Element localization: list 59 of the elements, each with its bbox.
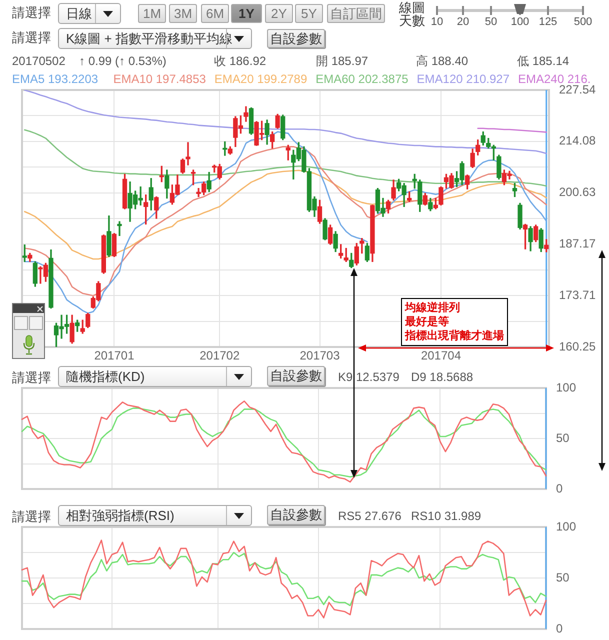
button: 1M xyxy=(138,4,166,23)
text: 開 185.97 xyxy=(316,54,368,68)
text: RS5 27.676 xyxy=(338,509,402,523)
text: 請選擇 xyxy=(12,509,51,525)
x-tick-label: 201703 xyxy=(300,348,340,363)
x-tick-label: 201701 xyxy=(94,348,135,363)
dropdown: 隨機指標(KD) xyxy=(58,366,252,387)
y-tick-label: 50 xyxy=(556,570,570,584)
y-tick-label: 100 xyxy=(556,380,576,394)
text: EMA10 197.4853 xyxy=(113,72,206,86)
annotation: 均線逆排列 xyxy=(405,301,461,315)
button: 2Y xyxy=(265,4,293,23)
text: 高 188.40 xyxy=(416,54,468,68)
button: 1Y xyxy=(231,4,262,23)
text: 低 185.14 xyxy=(517,54,570,68)
button: 自設參數 xyxy=(267,505,325,525)
y-tick-label: 214.08 xyxy=(559,134,596,148)
button: 自訂區間 xyxy=(327,4,385,23)
text: D9 18.5688 xyxy=(411,370,474,384)
text: 線圖天數 xyxy=(399,0,426,28)
annotation: 最好是等 xyxy=(405,315,450,329)
text: 請選擇 xyxy=(12,5,51,21)
chart-title: 相對強弱指標(RSI) xyxy=(66,508,174,524)
text: 100 xyxy=(510,16,530,28)
text: 125 xyxy=(538,16,558,28)
button: 自設參數 xyxy=(267,366,325,386)
text: 20 xyxy=(456,16,470,28)
x-tick-label: 201702 xyxy=(200,348,240,363)
text: K9 12.5379 xyxy=(338,370,400,384)
text: 請選擇 xyxy=(12,370,51,386)
text: 50 xyxy=(484,16,498,28)
dropdown: 日線 xyxy=(58,3,121,24)
button: 5Y xyxy=(295,4,323,23)
x-tick-label: 201704 xyxy=(420,348,462,363)
y-tick-label: 200.63 xyxy=(559,185,596,200)
text: 收 186.92 xyxy=(214,54,266,68)
y-tick-label: 50 xyxy=(556,430,570,445)
text: EMA60 202.3875 xyxy=(316,72,408,86)
text: EMA20 199.2789 xyxy=(214,72,308,86)
button: 3M xyxy=(169,4,197,23)
text: 20170502 xyxy=(12,54,66,68)
y-tick-label: 0 xyxy=(556,481,563,496)
y-tick-label: 173.71 xyxy=(559,288,596,302)
y-tick-label: 0 xyxy=(556,621,563,636)
text: RS10 31.989 xyxy=(411,509,482,523)
dropdown: 相對強弱指標(RSI) xyxy=(58,505,252,526)
text: 請選擇 xyxy=(12,30,51,46)
annotation: 指標出現背離才進場 xyxy=(405,329,504,343)
y-tick-label: 160.25 xyxy=(559,339,596,354)
text: EMA120 210.927 xyxy=(416,72,510,86)
chart-title: 隨機指標(KD) xyxy=(66,368,145,384)
button: 自設參數 xyxy=(267,29,325,48)
text: ↑ 0.99 (↑ 0.53%) xyxy=(79,54,166,68)
y-tick-label: 100 xyxy=(556,519,576,534)
text: 10 xyxy=(430,16,444,28)
text: 500 xyxy=(574,16,592,28)
button: 6M xyxy=(201,4,229,23)
y-tick-label: 187.17 xyxy=(559,236,596,250)
text: EMA5 193.2203 xyxy=(12,72,98,86)
